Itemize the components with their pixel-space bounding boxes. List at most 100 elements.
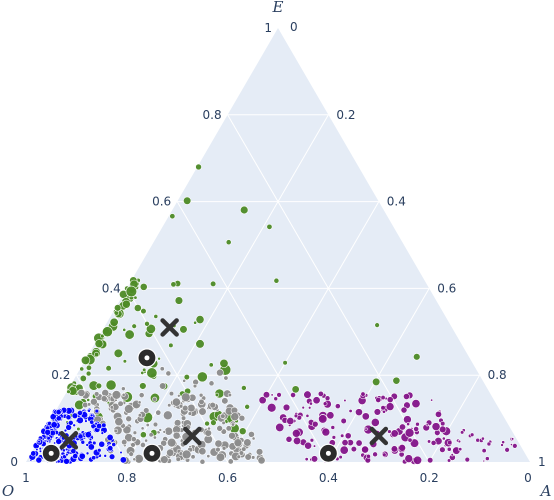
tick-label-top: 0.6	[152, 195, 171, 209]
point-green	[214, 392, 220, 397]
point-blue	[97, 448, 102, 453]
point-gray	[155, 409, 162, 416]
point-purple	[322, 401, 328, 406]
point-green	[174, 296, 184, 305]
point-gray	[109, 405, 114, 410]
point-purple	[504, 447, 510, 453]
point-green	[204, 420, 210, 427]
point-purple	[372, 451, 378, 458]
point-blue	[44, 429, 52, 436]
point-blue	[98, 440, 106, 448]
point-gray	[204, 429, 212, 437]
point-purple	[282, 403, 291, 412]
point-green	[85, 364, 92, 371]
point-gray	[216, 368, 224, 377]
point-purple	[398, 423, 406, 431]
point-blue	[55, 409, 62, 416]
point-gray	[111, 390, 122, 400]
point-blue	[103, 454, 108, 458]
tick-label-right: 0.8	[488, 368, 507, 382]
point-gray	[132, 430, 138, 435]
point-gray	[178, 404, 184, 409]
point-purple	[385, 402, 395, 411]
tick-label-right: 0.2	[336, 108, 355, 122]
point-green	[153, 314, 159, 319]
point-purple	[446, 458, 452, 463]
point-purple	[380, 395, 386, 401]
point-green	[109, 317, 119, 327]
point-green	[195, 339, 205, 349]
point-gray	[182, 378, 187, 383]
point-purple	[285, 435, 293, 443]
point-green	[392, 376, 401, 385]
point-green	[80, 355, 91, 365]
point-gray	[121, 386, 126, 391]
point-blue	[89, 413, 94, 418]
point-purple	[430, 440, 437, 446]
point-purple	[398, 444, 406, 452]
point-gray	[173, 419, 182, 427]
point-purple	[310, 455, 319, 463]
point-purple	[361, 412, 370, 421]
point-green	[79, 374, 87, 382]
point-purple	[382, 452, 387, 457]
point-gray	[113, 428, 119, 434]
point-purple	[373, 408, 382, 416]
point-purple	[343, 398, 347, 403]
point-purple	[413, 455, 423, 465]
point-gray	[230, 422, 235, 427]
point-green	[66, 389, 71, 394]
point-gray	[238, 414, 246, 422]
point-blue	[55, 415, 62, 422]
point-purple	[366, 453, 371, 459]
point-purple	[375, 396, 382, 403]
point-gray	[137, 400, 142, 405]
point-gray	[171, 397, 181, 407]
point-green	[208, 362, 214, 368]
ternary-grid	[75, 114, 481, 463]
axis-title-right: A	[539, 482, 552, 500]
point-blue	[35, 447, 39, 452]
point-gray	[227, 392, 232, 398]
point-green	[291, 385, 300, 394]
point-blue	[50, 421, 58, 429]
point-gray	[182, 404, 189, 412]
point-gray	[121, 392, 126, 397]
point-purple	[292, 436, 302, 446]
point-green	[142, 367, 147, 372]
point-purple	[427, 439, 432, 444]
point-gray	[86, 402, 92, 407]
point-gray	[233, 438, 243, 448]
point-purple	[340, 417, 347, 425]
point-gray	[138, 392, 145, 399]
point-gray	[206, 454, 211, 459]
point-green	[133, 304, 142, 312]
tick-label-top: 0.4	[102, 281, 121, 295]
point-purple	[312, 444, 317, 448]
point-green	[225, 239, 232, 246]
point-purple	[427, 457, 434, 464]
point-gray	[241, 446, 247, 452]
point-purple	[305, 413, 310, 418]
point-purple	[404, 427, 415, 438]
point-purple	[406, 422, 411, 426]
tick-label-left: 1	[22, 471, 30, 485]
point-gray	[220, 413, 226, 419]
point-purple	[330, 425, 336, 430]
point-purple	[304, 441, 312, 450]
point-gray	[159, 382, 167, 390]
point-blue	[119, 456, 127, 464]
point-blue	[101, 422, 107, 428]
axis-title-top: E	[272, 0, 284, 16]
point-gray	[187, 403, 196, 413]
point-purple	[292, 429, 301, 438]
point-purple	[338, 455, 343, 460]
point-green	[133, 295, 138, 300]
point-purple	[258, 396, 267, 405]
point-gray	[214, 439, 223, 448]
point-blue	[87, 409, 91, 413]
point-green	[196, 371, 208, 383]
point-gray	[255, 448, 264, 456]
point-green	[238, 427, 247, 435]
point-green	[183, 196, 192, 205]
